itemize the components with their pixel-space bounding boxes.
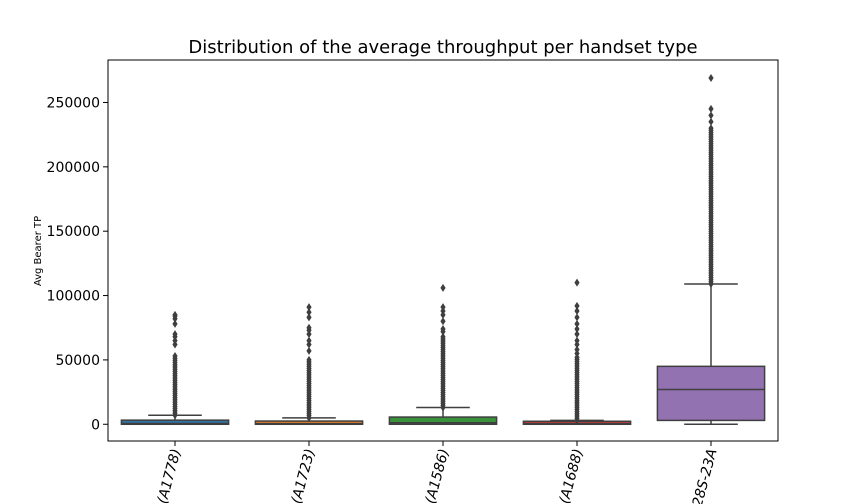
- outlier-point: [708, 111, 714, 120]
- outlier-point: [306, 346, 312, 355]
- outlier-point: [574, 278, 580, 287]
- box-group: [254, 303, 364, 426]
- outlier-point: [306, 355, 312, 364]
- outlier-point: [574, 330, 580, 339]
- outlier-point: [574, 306, 580, 315]
- plot-area: [120, 74, 766, 426]
- y-tick-label: 250000: [47, 95, 100, 111]
- outlier-point: [574, 319, 580, 328]
- x-tick-label: (A1778): [155, 447, 185, 504]
- box-group: [522, 278, 632, 426]
- y-tick-label: 150000: [47, 224, 100, 240]
- outlier-point: [172, 352, 178, 361]
- outlier-point: [708, 74, 714, 83]
- outlier-point: [708, 117, 714, 126]
- outlier-point: [708, 124, 714, 133]
- x-tick-label: 28S-23A: [690, 447, 721, 504]
- box-group: [656, 74, 766, 426]
- iqr-box: [120, 419, 230, 426]
- outlier-point: [574, 313, 580, 322]
- chart-title: Distribution of the average throughput p…: [188, 37, 697, 58]
- outlier-point: [574, 345, 580, 354]
- y-tick-label: 0: [91, 417, 100, 433]
- box-group: [388, 283, 498, 426]
- x-tick-label: (A1688): [557, 447, 587, 504]
- outlier-point: [306, 303, 312, 312]
- outlier-point: [440, 332, 446, 341]
- y-tick-label: 200000: [47, 160, 100, 176]
- outlier-point: [306, 323, 312, 332]
- outlier-point: [306, 313, 312, 322]
- y-tick-label: 50000: [55, 353, 100, 369]
- outlier-point: [708, 104, 714, 113]
- outlier-point: [574, 336, 580, 345]
- outlier-point: [172, 310, 178, 319]
- y-axis-label: Avg Bearer TP: [33, 216, 44, 286]
- outlier-point: [172, 319, 178, 328]
- outlier-point: [440, 283, 446, 292]
- outlier-point: [172, 330, 178, 339]
- outlier-point: [440, 325, 446, 334]
- box-group: [120, 310, 230, 426]
- x-tick-label: (A1723): [289, 447, 319, 504]
- outlier-point: [306, 308, 312, 317]
- outlier-point: [574, 301, 580, 310]
- outlier-point: [306, 336, 312, 345]
- outlier-point: [574, 325, 580, 334]
- iqr-box: [388, 416, 498, 426]
- x-tick-label: (A1586): [423, 447, 453, 504]
- outlier-point: [440, 317, 446, 326]
- outlier-point: [440, 303, 446, 312]
- y-tick-label: 100000: [47, 289, 100, 305]
- iqr-box: [656, 365, 766, 422]
